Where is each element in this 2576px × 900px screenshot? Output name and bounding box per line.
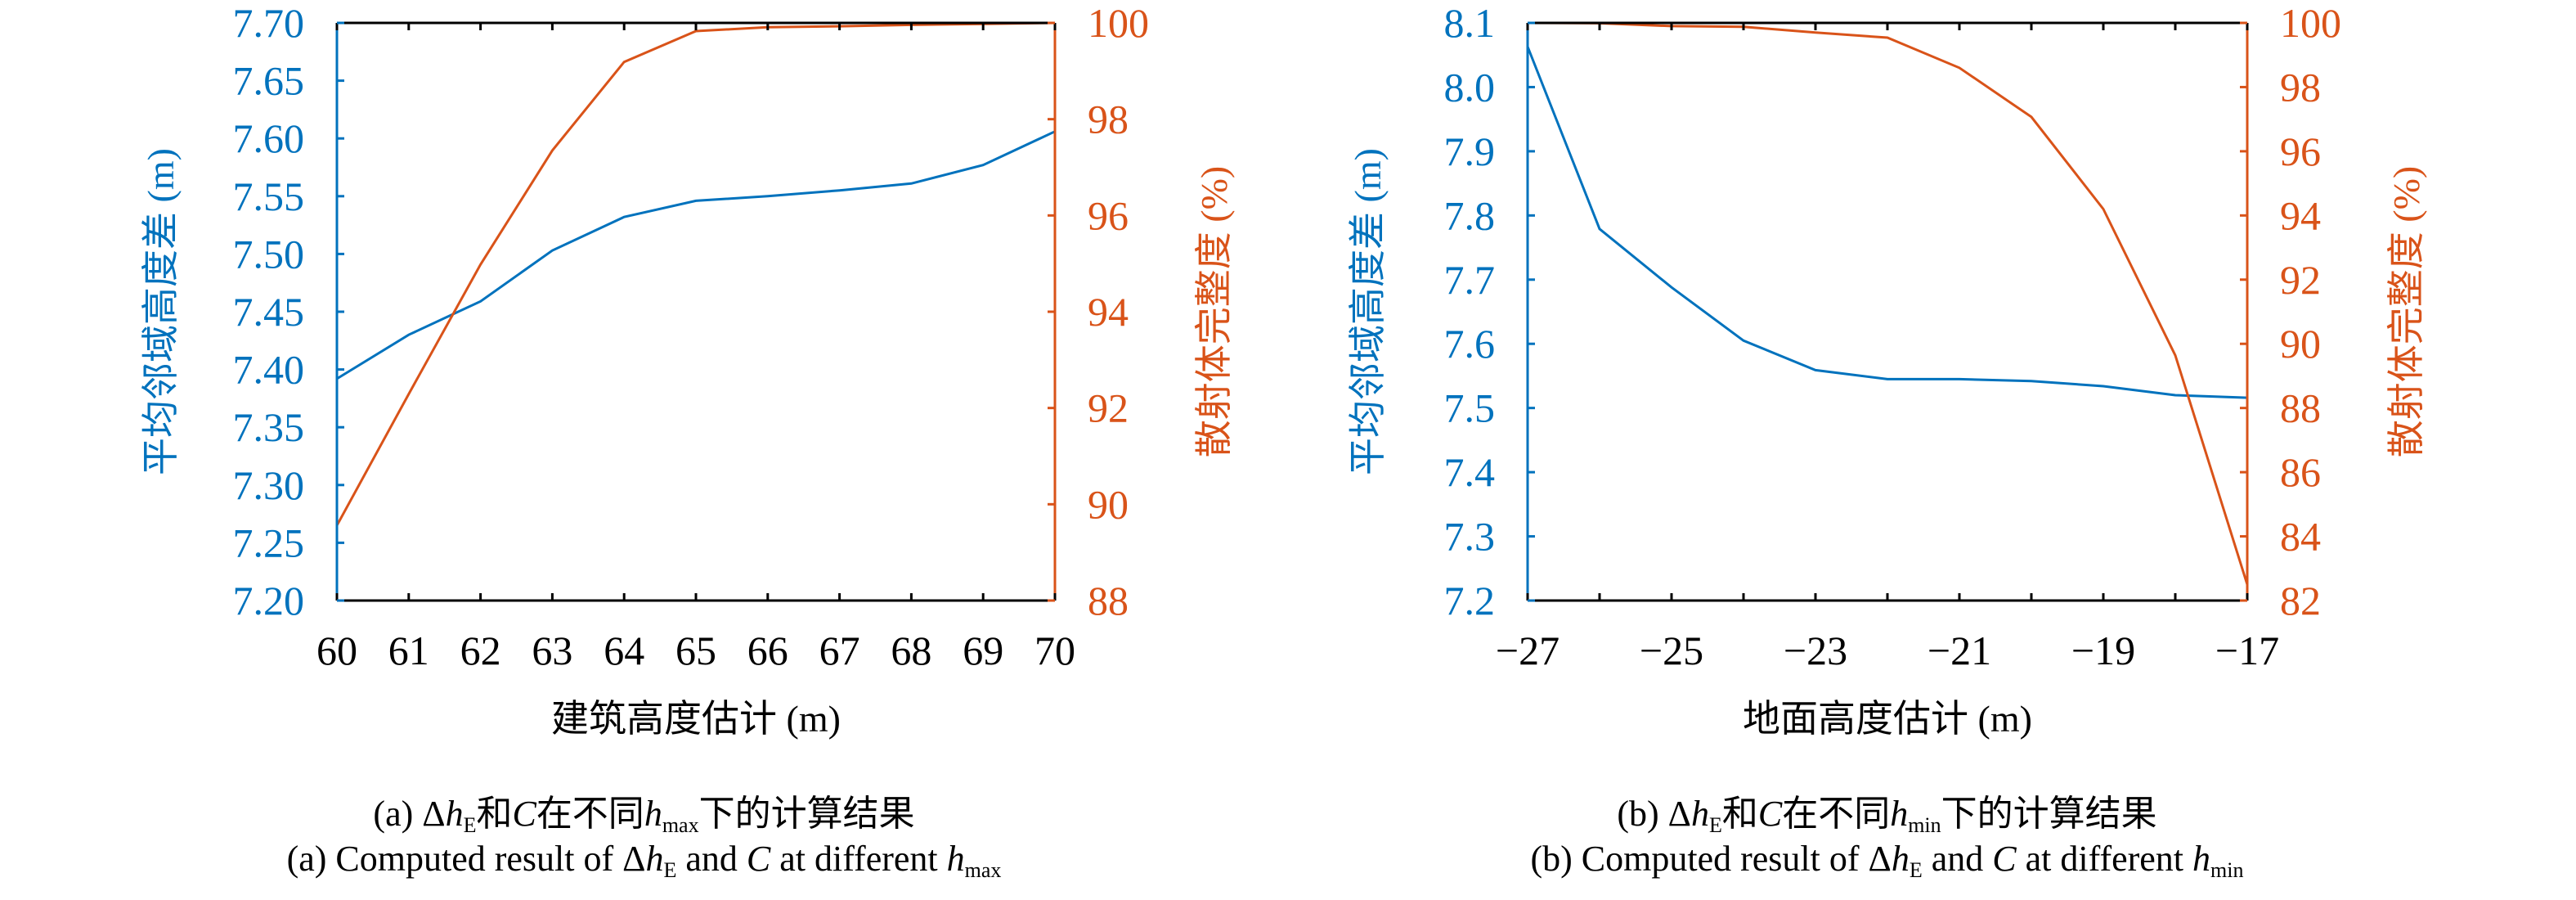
x-tick-label: 69 — [963, 628, 1003, 673]
left-y-tick-label: 7.4 — [1444, 449, 1496, 495]
left-y-axis-label: 平均邻域高度差 (m) — [1347, 148, 1389, 475]
x-axis-label: 地面高度估计 (m) — [1743, 698, 2032, 740]
x-tick-label: 68 — [891, 628, 931, 673]
left-y-tick-label: 7.65 — [233, 58, 305, 104]
x-tick-label: 65 — [675, 628, 716, 673]
right-y-tick-label: 88 — [1088, 578, 1129, 623]
x-tick-label: 62 — [460, 628, 501, 673]
right-y-axis-label: 散射体完整度 (%) — [1193, 166, 1235, 457]
left-y-tick-label: 7.2 — [1444, 578, 1496, 623]
x-tick-label: −17 — [2215, 628, 2279, 673]
caption-a-cn: (a) ΔhE和C在不同hmax下的计算结果 — [373, 794, 915, 837]
right-y-tick-label: 84 — [2280, 514, 2321, 560]
caption-b-cn: (b) ΔhE和C在不同hmin下的计算结果 — [1617, 794, 2157, 837]
caption-b-en: (b) Computed result of ΔhE and C at diff… — [1530, 839, 2244, 882]
right-y-tick-label: 82 — [2280, 578, 2321, 623]
left-y-tick-label: 7.50 — [233, 231, 305, 277]
left-y-tick-label: 7.5 — [1444, 385, 1496, 431]
chart-panel-a: 60 61 62 63 64 65 66 67 68 69 70 7.20 7.25 7.30 7.35 7.… — [140, 0, 1235, 740]
right-y-tick-label: 94 — [1088, 289, 1129, 335]
left-y-tick-label: 7.9 — [1444, 128, 1496, 174]
left-y-tick-label: 8.1 — [1444, 0, 1496, 46]
x-tick-label: −21 — [1928, 628, 1991, 673]
x-tick-label: −19 — [2071, 628, 2135, 673]
right-y-tick-label: 98 — [1088, 97, 1129, 142]
right-y-tick-label: 100 — [2280, 0, 2341, 46]
right-y-tick-label: 88 — [2280, 385, 2321, 431]
right-y-tick-label: 100 — [1088, 0, 1149, 46]
left-y-tick-label: 7.25 — [233, 520, 305, 565]
x-tick-label: 63 — [532, 628, 572, 673]
x-tick-label: 64 — [604, 628, 644, 673]
right-y-axis-label: 散射体完整度 (%) — [2385, 166, 2427, 457]
right-y-tick-label: 96 — [2280, 128, 2321, 174]
series-line-height-difference — [336, 130, 1056, 380]
left-y-tick-label: 8.0 — [1444, 64, 1496, 110]
left-y-tick-label: 7.6 — [1444, 321, 1496, 367]
right-y-tick-label: 92 — [2280, 257, 2321, 303]
x-tick-label: 67 — [819, 628, 860, 673]
left-y-tick-label: 7.60 — [233, 115, 305, 161]
left-y-tick-label: 7.70 — [233, 0, 305, 46]
x-tick-label: 70 — [1034, 628, 1075, 673]
left-y-tick-label: 7.45 — [233, 289, 305, 335]
x-tick-label: −27 — [1496, 628, 1560, 673]
left-y-tick-label: 7.35 — [233, 404, 305, 450]
series-line-completeness — [335, 21, 1056, 526]
left-y-tick-label: 7.3 — [1444, 514, 1496, 560]
x-tick-label: 66 — [747, 628, 788, 673]
left-y-tick-label: 7.8 — [1444, 192, 1496, 238]
x-tick-label: 61 — [388, 628, 429, 673]
right-y-tick-label: 92 — [1088, 385, 1129, 431]
left-y-tick-label: 7.55 — [233, 173, 305, 219]
x-tick-label: 60 — [316, 628, 357, 673]
left-y-tick-label: 7.40 — [233, 347, 305, 393]
right-y-tick-label: 90 — [1088, 481, 1129, 527]
x-axis-label: 建筑高度估计 (m) — [551, 698, 841, 740]
left-y-tick-label: 7.7 — [1444, 257, 1496, 303]
caption-a-en: (a) Computed result of ΔhE and C at diff… — [286, 839, 1002, 882]
right-y-tick-label: 86 — [2280, 449, 2321, 495]
right-y-tick-label: 90 — [2280, 321, 2321, 367]
right-y-tick-label: 96 — [1088, 192, 1129, 238]
x-tick-label: −25 — [1640, 628, 1703, 673]
series-line-completeness — [1527, 21, 2249, 585]
right-y-tick-label: 98 — [2280, 64, 2321, 110]
chart-panel-b: −27 −25 −23 −21 −19 −17 7.2 7.3 7.4 7.5 7.6 7.7 7.8 7… — [1347, 0, 2427, 740]
left-y-tick-label: 7.20 — [233, 578, 305, 623]
x-tick-label: −23 — [1784, 628, 1847, 673]
left-y-axis-label: 平均邻域高度差 (m) — [140, 148, 182, 475]
series-line-height-difference — [1526, 46, 2248, 399]
left-y-tick-label: 7.30 — [233, 462, 305, 508]
right-y-tick-label: 94 — [2280, 192, 2321, 238]
